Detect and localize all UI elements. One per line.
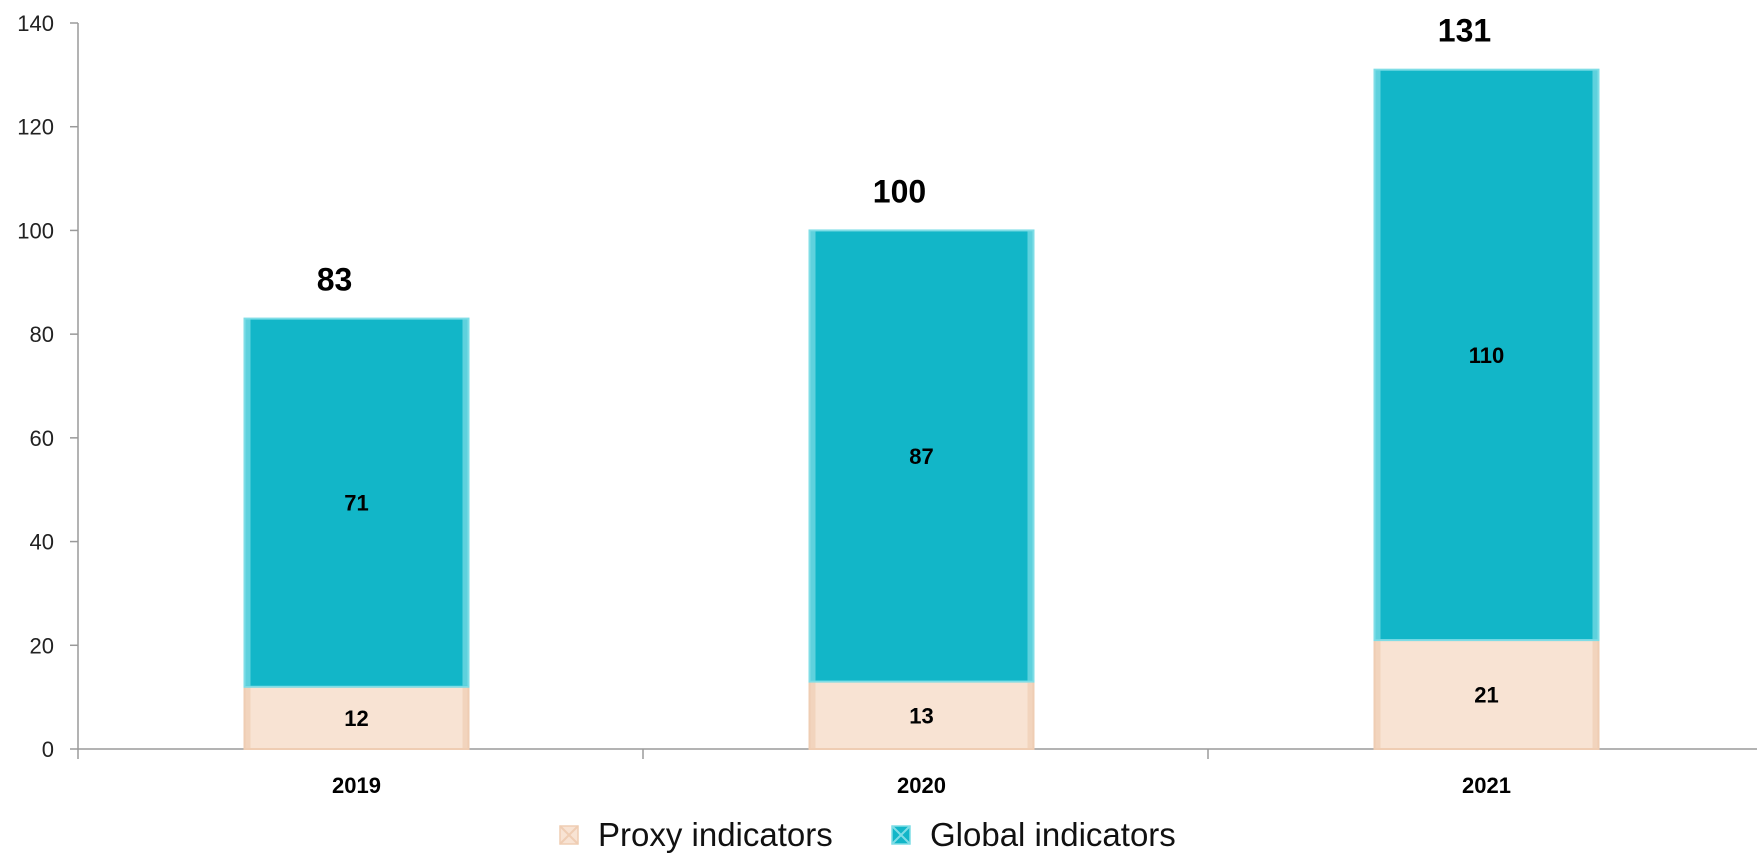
y-axis: 0 20 40 60 80 100 120 140 xyxy=(17,11,79,762)
bar-bevel-left xyxy=(810,231,816,681)
legend: Proxy indicators Global indicators xyxy=(559,816,1176,853)
bar-bevel-left xyxy=(810,682,816,748)
x-axis: 2019 2020 2021 xyxy=(77,748,1757,798)
bars: 12 71 83 13 87 100 21 110 131 xyxy=(243,13,1600,750)
y-tick-label: 80 xyxy=(30,322,54,347)
total-value-label: 83 xyxy=(317,262,353,298)
x-category-label: 2021 xyxy=(1462,773,1511,798)
legend-swatch-global xyxy=(891,825,911,845)
y-tick-label: 0 xyxy=(42,737,54,762)
global-indicators-bar xyxy=(1373,68,1600,642)
global-indicators-bar xyxy=(243,317,470,688)
bar-bevel-left xyxy=(1375,70,1381,640)
x-category-label: 2019 xyxy=(332,773,381,798)
legend-label-global: Global indicators xyxy=(930,816,1176,853)
bar-segment-group: 13 xyxy=(808,680,1035,750)
bar-bevel-left xyxy=(245,319,251,686)
y-tick-label: 20 xyxy=(30,633,54,658)
bar-bevel-left xyxy=(245,687,251,748)
bar-bevel-right xyxy=(462,319,468,686)
total-value-label: 131 xyxy=(1438,13,1491,49)
total-value-label: 100 xyxy=(873,173,926,209)
global-value-label: 71 xyxy=(344,491,368,516)
bar-bevel-left xyxy=(1375,641,1381,748)
y-tick-label: 140 xyxy=(17,11,54,36)
bar-segment-group: 71 xyxy=(243,317,470,688)
bar-bevel-right xyxy=(1027,682,1033,748)
legend-swatch-bevel xyxy=(559,825,579,845)
y-tick-label: 100 xyxy=(17,218,54,243)
y-tick-label: 40 xyxy=(30,530,54,555)
y-tick-label: 60 xyxy=(30,426,54,451)
global-value-label: 110 xyxy=(1469,343,1505,368)
bar-bevel-right xyxy=(1592,641,1598,748)
bar-segment-group: 87 xyxy=(808,229,1035,683)
legend-swatch-proxy xyxy=(559,825,579,845)
proxy-value-label: 13 xyxy=(909,703,933,728)
proxy-value-label: 12 xyxy=(344,706,368,731)
bar-segment-group: 12 xyxy=(243,685,470,750)
proxy-value-label: 21 xyxy=(1474,683,1498,708)
proxy-indicators-bar xyxy=(1373,639,1600,750)
bar-bevel-right xyxy=(462,687,468,748)
bar-bevel-right xyxy=(1027,231,1033,681)
global-indicators-bar xyxy=(808,229,1035,683)
legend-label-proxy: Proxy indicators xyxy=(598,816,833,853)
proxy-indicators-bar xyxy=(808,680,1035,750)
y-tick-label: 120 xyxy=(17,115,54,140)
proxy-indicators-bar xyxy=(243,685,470,750)
bar-bevel-right xyxy=(1592,70,1598,640)
bar-segment-group: 110 xyxy=(1373,68,1600,642)
bar-segment-group: 21 xyxy=(1373,639,1600,750)
global-value-label: 87 xyxy=(909,444,933,469)
legend-swatch-bevel xyxy=(891,825,911,845)
x-category-label: 2020 xyxy=(897,773,946,798)
